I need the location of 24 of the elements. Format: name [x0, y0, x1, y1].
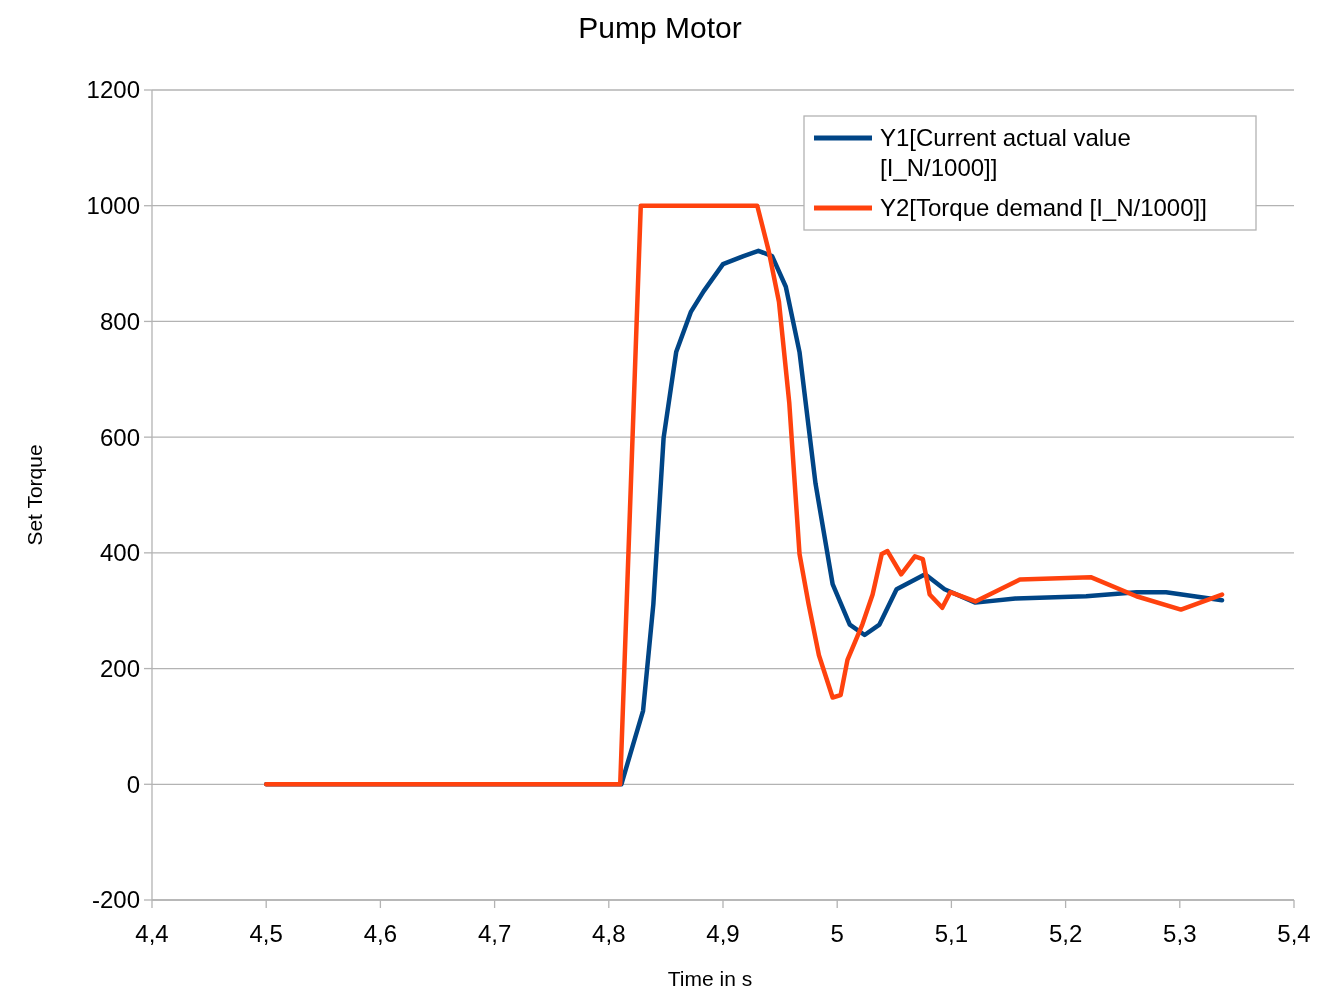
x-tick-label: 4,5: [249, 920, 283, 947]
y-axis-title: Set Torque: [23, 444, 46, 546]
x-tick-label: 5: [830, 920, 844, 947]
x-tick-label: 4,7: [477, 920, 512, 947]
legend-label: Y1[Current actual value [I_N/1000]]: [880, 124, 1131, 182]
x-tick-label: 4,6: [363, 920, 398, 947]
y-tick-label: 400: [99, 539, 140, 567]
x-tick-label: 5,4: [1277, 920, 1311, 947]
y-tick-label: 200: [99, 654, 140, 682]
y-tick-label: -200: [91, 886, 140, 914]
x-tick-label: 5,3: [1163, 920, 1197, 947]
y-tick-label: 800: [99, 307, 140, 335]
legend-label: Y2[Torque demand [I_N/1000]]: [880, 194, 1207, 222]
y-tick-label: 1200: [86, 76, 140, 104]
chart-title: Pump Motor: [578, 11, 742, 44]
x-tick-label: 5,1: [934, 920, 969, 947]
x-tick-label: 4,9: [706, 920, 740, 947]
x-tick-label: 5,2: [1048, 920, 1083, 947]
y-tick-label: 600: [99, 423, 140, 451]
x-tick-label: 4,8: [592, 920, 626, 947]
y-tick-label: 1000: [86, 192, 140, 220]
x-axis-title: Time in s: [667, 967, 753, 990]
x-tick-label: 4,4: [135, 920, 169, 947]
y-tick-label: 0: [126, 770, 140, 798]
